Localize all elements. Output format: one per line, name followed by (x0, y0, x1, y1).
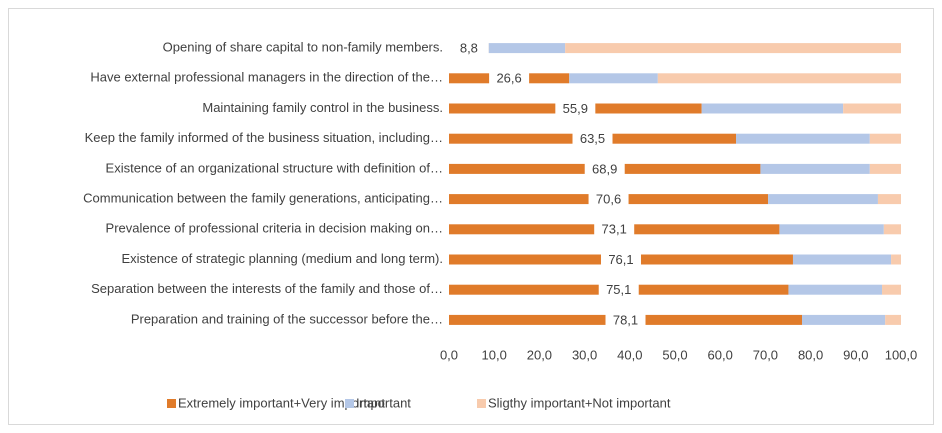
x-tick-label: 10,0 (482, 347, 507, 362)
x-tick-label: 40,0 (617, 347, 642, 362)
bar-segment (891, 254, 901, 265)
category-label: Keep the family informed of the business… (85, 130, 443, 145)
data-label-bg (605, 310, 646, 329)
data-label: 73,1 (602, 222, 627, 237)
category-label: Maintaining family control in the busine… (202, 100, 443, 115)
x-tick-label: 30,0 (572, 347, 597, 362)
x-tick-label: 20,0 (527, 347, 552, 362)
bar-segment (882, 284, 901, 295)
bar-segment (788, 284, 883, 295)
category-label: Have external professional managers in t… (90, 70, 443, 85)
bar-segment (802, 314, 886, 325)
bar-segment (488, 43, 566, 54)
x-tick-label: 50,0 (662, 347, 687, 362)
data-label: 76,1 (608, 252, 633, 267)
legend-label: Sligthy important+Not important (488, 395, 671, 410)
bar-segment (569, 73, 658, 84)
legend-swatch (477, 399, 486, 408)
data-label: 8,8 (460, 41, 478, 56)
bar-segment (701, 103, 844, 114)
x-tick-label: 100,0 (885, 347, 918, 362)
bar-segment (792, 254, 892, 265)
bar-segment (657, 73, 901, 84)
bar-segment (869, 163, 901, 174)
legend-swatch (167, 399, 176, 408)
data-label-bg (598, 280, 639, 299)
bar-segment (768, 194, 878, 205)
legend-label: Important (356, 395, 411, 410)
bar-segment (883, 224, 901, 235)
data-label-bg (555, 99, 596, 118)
data-label-bg (594, 220, 635, 239)
data-label-bg (489, 69, 530, 88)
data-label: 78,1 (613, 312, 638, 327)
x-tick-label: 0,0 (440, 347, 458, 362)
x-tick-label: 60,0 (708, 347, 733, 362)
category-label: Separation between the interests of the … (91, 281, 443, 296)
bar-segment (565, 43, 901, 54)
data-label-bg (600, 250, 641, 269)
bar-segment (885, 314, 901, 325)
data-label: 68,9 (592, 161, 617, 176)
x-tick-label: 80,0 (798, 347, 823, 362)
data-label: 55,9 (563, 101, 588, 116)
data-label-bg (572, 129, 613, 148)
bar-segment (869, 133, 901, 144)
category-label: Existence of strategic planning (medium … (121, 251, 443, 266)
data-label-bg (588, 190, 629, 209)
category-label: Preparation and training of the successo… (131, 311, 443, 326)
x-tick-label: 90,0 (843, 347, 868, 362)
bar-segment (877, 194, 901, 205)
data-label-bg (584, 159, 625, 178)
legend-swatch (345, 399, 354, 408)
bar-segment (779, 224, 884, 235)
category-label: Existence of an organizational structure… (106, 160, 443, 175)
bar-segment (736, 133, 870, 144)
data-label-bg (448, 39, 489, 58)
category-label: Opening of share capital to non-family m… (163, 40, 443, 55)
data-label: 70,6 (596, 192, 621, 207)
legend-label: Extremely important+Very important (178, 395, 385, 410)
data-label: 26,6 (496, 71, 521, 86)
category-label: Communication between the family generat… (83, 191, 443, 206)
data-label: 63,5 (580, 131, 605, 146)
bar-segment (760, 163, 870, 174)
category-label: Prevalence of professional criteria in d… (106, 221, 443, 236)
x-tick-label: 70,0 (753, 347, 778, 362)
bar-segment (843, 103, 901, 114)
data-label: 75,1 (606, 282, 631, 297)
